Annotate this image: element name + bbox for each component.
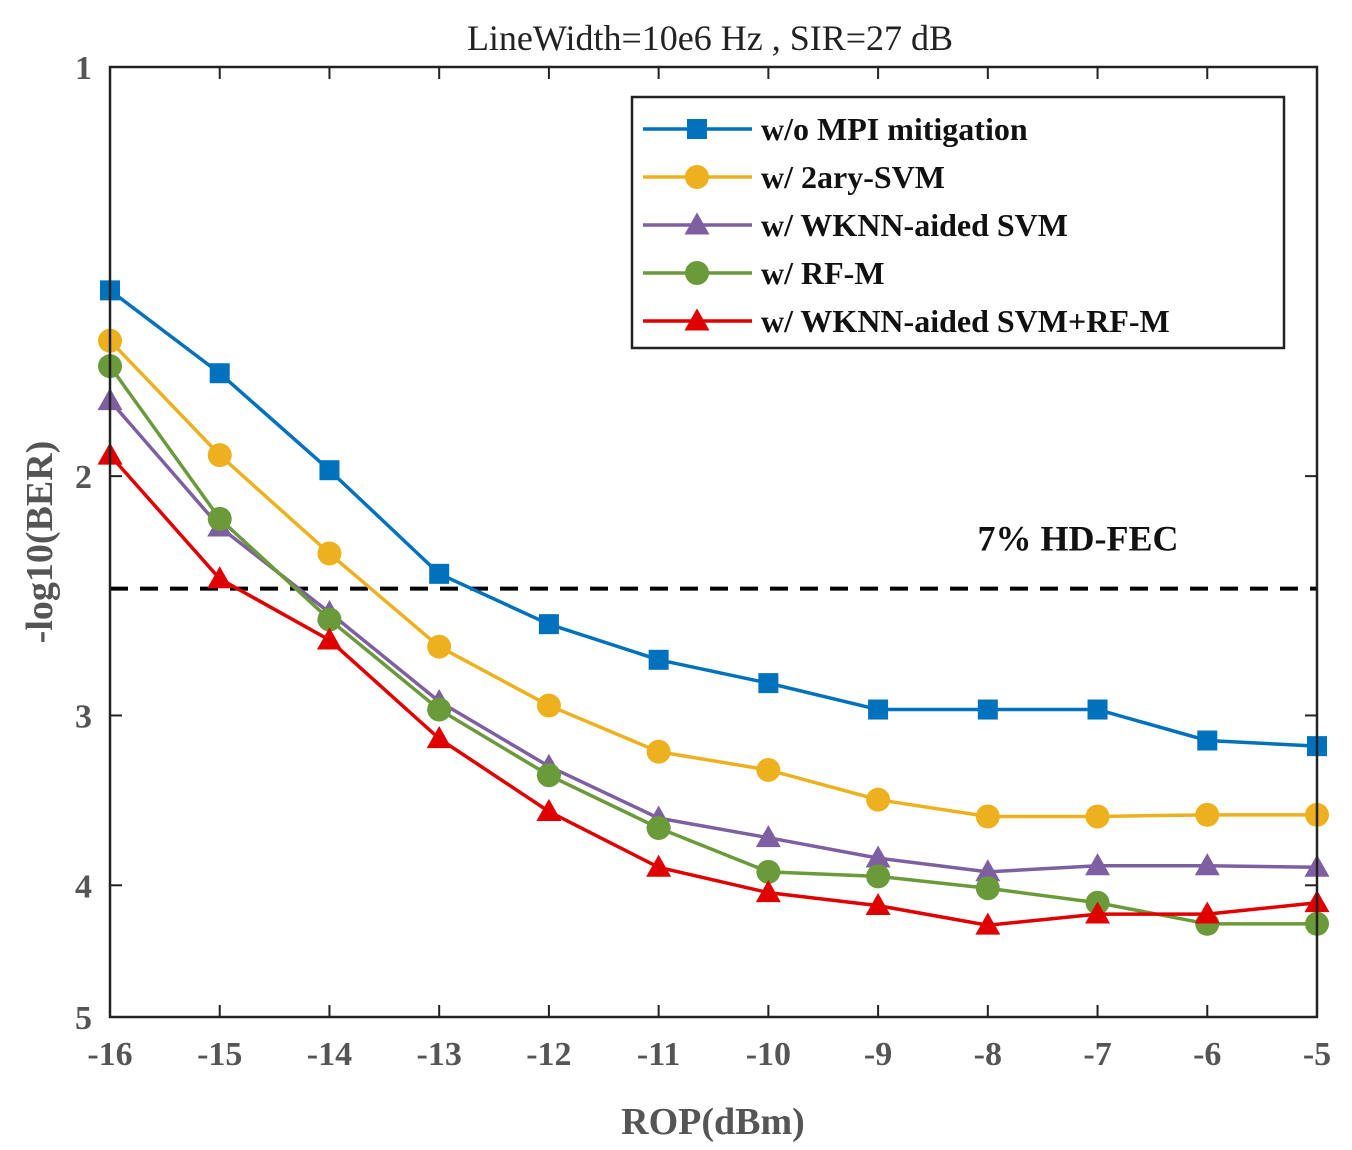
legend-marker xyxy=(685,165,709,189)
legend-label: w/ WKNN-aided SVM+RF-M xyxy=(761,303,1170,339)
y-tick-label: 2 xyxy=(75,459,92,496)
x-tick-label: -8 xyxy=(974,1036,1002,1073)
legend-item: w/ WKNN-aided SVM+RF-M xyxy=(643,303,1170,339)
data-point xyxy=(317,541,342,566)
legend-label: w/o MPI mitigation xyxy=(761,111,1028,147)
data-point xyxy=(1194,853,1220,876)
legend-item: w/ WKNN-aided SVM xyxy=(643,207,1068,243)
data-point xyxy=(758,673,779,694)
data-point xyxy=(865,892,891,916)
series-4 xyxy=(98,354,1329,936)
series-line xyxy=(108,339,1317,819)
y-axis-label: -log10(BER) xyxy=(19,441,61,644)
data-point xyxy=(1085,853,1111,876)
legend-label: w/ WKNN-aided SVM xyxy=(761,207,1068,243)
y-tick-label: 3 xyxy=(75,698,92,735)
x-tick-label: -15 xyxy=(197,1036,242,1073)
legend-box xyxy=(630,95,1286,350)
data-point xyxy=(317,607,342,632)
series-5 xyxy=(97,442,1330,935)
data-point xyxy=(1194,901,1220,924)
data-point xyxy=(975,876,1000,901)
data-point xyxy=(316,627,342,650)
data-point xyxy=(648,649,669,670)
axis-ticks: -16 -15 -14 -13 -12 -11 -10 -9 -8 -7 -6 -5 1 2 3 4 5 xyxy=(75,50,1331,1073)
data-point xyxy=(429,563,450,584)
x-tick-label: -7 xyxy=(1083,1036,1111,1073)
data-point xyxy=(538,614,559,635)
data-point xyxy=(646,815,671,840)
data-point xyxy=(756,859,781,884)
legend-item: w/ 2ary-SVM xyxy=(643,159,945,195)
reference-line-group: 7% HD-FEC xyxy=(110,519,1317,591)
data-point xyxy=(975,804,1000,829)
data-point xyxy=(536,798,562,821)
data-point xyxy=(646,854,672,877)
data-point xyxy=(209,363,230,384)
x-tick-label: -5 xyxy=(1303,1036,1331,1073)
series-line xyxy=(108,365,1317,926)
data-point xyxy=(207,443,232,468)
series-line xyxy=(108,399,1318,874)
x-tick-label: -11 xyxy=(637,1036,680,1073)
x-tick-label: -12 xyxy=(526,1036,571,1073)
data-point xyxy=(1195,802,1220,827)
data-point xyxy=(427,634,452,659)
data-point xyxy=(975,859,1001,882)
x-tick-label: -14 xyxy=(307,1036,352,1073)
data-point xyxy=(1085,804,1110,829)
x-tick-label: -6 xyxy=(1193,1036,1221,1073)
legend-item: w/o MPI mitigation xyxy=(643,111,1028,147)
data-point xyxy=(1085,901,1111,924)
x-tick-label: -13 xyxy=(417,1036,462,1073)
data-point xyxy=(207,506,232,531)
data-point xyxy=(427,697,452,722)
x-tick-label: -10 xyxy=(746,1036,791,1073)
data-point xyxy=(868,699,889,720)
legend-marker xyxy=(684,212,710,235)
fec-threshold-label: 7% HD-FEC xyxy=(978,519,1179,559)
data-point xyxy=(1087,699,1108,720)
data-point xyxy=(426,726,452,749)
data-point xyxy=(975,912,1001,935)
data-point xyxy=(536,693,561,718)
legend-item: w/ RF-M xyxy=(643,255,885,291)
legend-label: w/ 2ary-SVM xyxy=(761,159,945,195)
data-point xyxy=(319,460,340,481)
data-point xyxy=(755,880,781,903)
y-tick-label: 5 xyxy=(75,1000,92,1037)
series-group xyxy=(97,280,1330,936)
data-point xyxy=(755,825,781,848)
x-axis-label: ROP(dBm) xyxy=(621,1101,805,1143)
legend-marker xyxy=(687,119,707,139)
series-line xyxy=(108,453,1318,927)
data-point xyxy=(866,864,891,889)
data-point xyxy=(207,566,233,589)
legend-marker xyxy=(684,308,710,331)
data-point xyxy=(536,763,561,788)
data-point xyxy=(646,739,671,764)
series-2 xyxy=(98,328,1329,829)
y-tick-label: 4 xyxy=(75,868,92,905)
data-point xyxy=(865,845,891,868)
legend: w/o MPI mitigation w/ 2ary-SVM w/ WKNN-aid… xyxy=(630,95,1286,350)
legend-marker xyxy=(685,261,709,285)
y-tick-label: 1 xyxy=(75,50,92,87)
data-point xyxy=(756,757,781,782)
legend-label: w/ RF-M xyxy=(761,255,885,291)
plot-frame xyxy=(108,65,1319,1019)
series-line xyxy=(108,288,1318,748)
data-point xyxy=(866,787,891,812)
data-point xyxy=(1197,730,1218,751)
data-point xyxy=(977,699,998,720)
chart-title: LineWidth=10e6 Hz , SIR=27 dB xyxy=(467,18,953,58)
x-tick-label: -9 xyxy=(864,1036,892,1073)
x-tick-label: -16 xyxy=(87,1036,132,1073)
